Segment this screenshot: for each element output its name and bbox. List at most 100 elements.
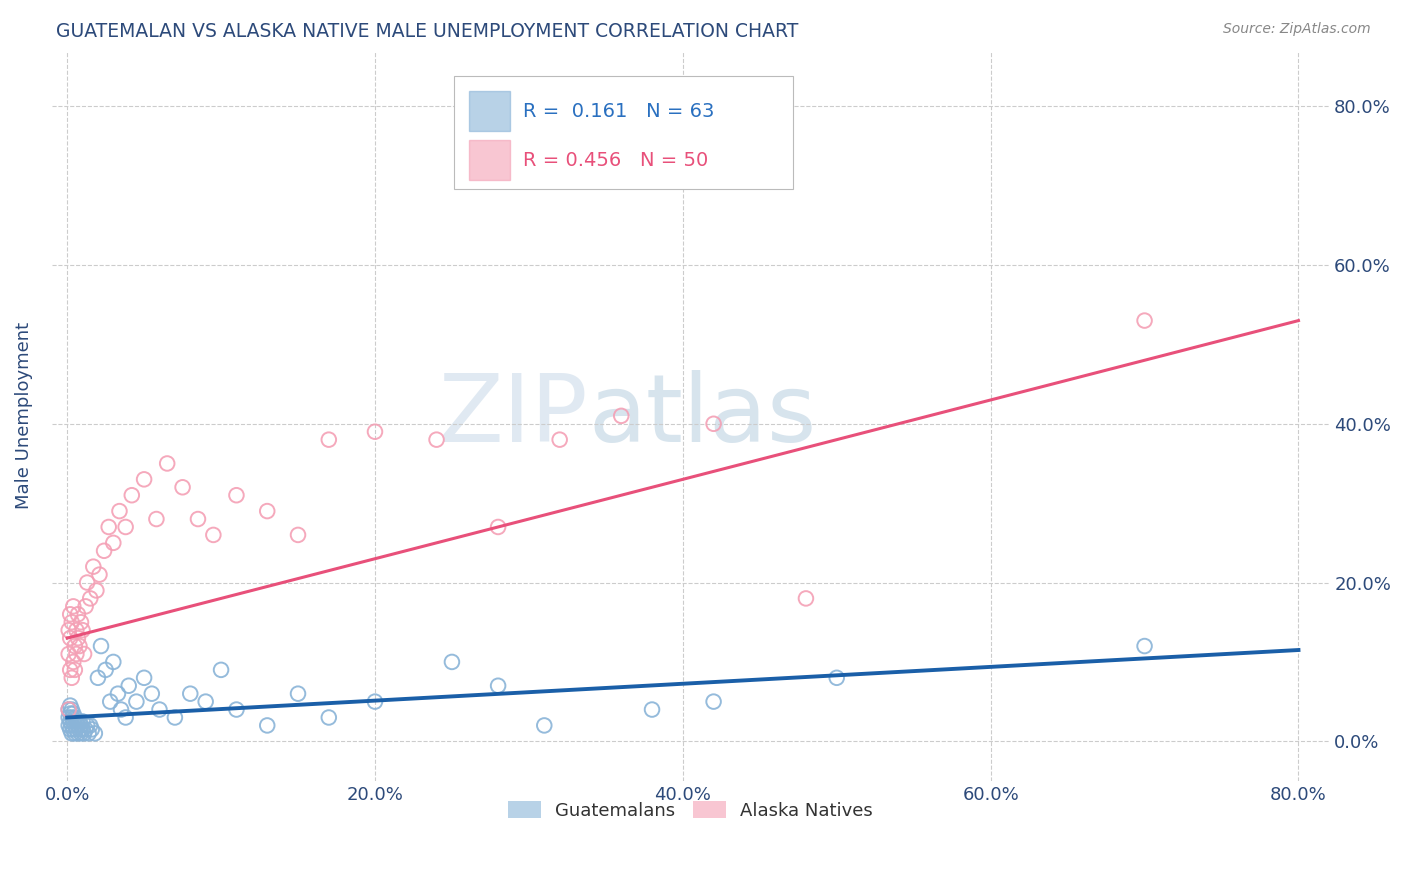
Point	[66, 718, 89, 732]
Point	[58, 710, 80, 724]
Point	[60, 726, 83, 740]
Point	[65, 714, 87, 729]
Point	[86, 583, 108, 598]
Point	[486, 679, 509, 693]
Point	[69, 714, 91, 729]
Point	[73, 726, 96, 740]
Point	[62, 706, 84, 721]
Point	[98, 695, 121, 709]
Point	[63, 639, 86, 653]
Point	[77, 726, 100, 740]
Point	[97, 520, 120, 534]
Point	[63, 726, 86, 740]
Point	[63, 663, 86, 677]
Point	[364, 695, 387, 709]
Point	[703, 695, 725, 709]
Point	[66, 631, 89, 645]
FancyBboxPatch shape	[470, 91, 510, 131]
Text: Source: ZipAtlas.com: Source: ZipAtlas.com	[1223, 22, 1371, 37]
FancyBboxPatch shape	[454, 76, 793, 189]
Point	[60, 702, 83, 716]
Point	[82, 559, 104, 574]
Text: R = 0.456   N = 50: R = 0.456 N = 50	[523, 151, 709, 169]
Point	[179, 687, 201, 701]
Point	[76, 575, 98, 590]
Point	[59, 723, 82, 737]
Point	[1133, 639, 1156, 653]
Point	[76, 718, 98, 732]
Point	[62, 655, 84, 669]
Point	[79, 718, 101, 732]
Point	[103, 536, 125, 550]
Point	[60, 615, 83, 630]
Point	[65, 623, 87, 637]
Point	[641, 702, 664, 716]
Point	[209, 663, 232, 677]
Point	[114, 710, 136, 724]
Point	[225, 702, 247, 716]
Point	[425, 433, 447, 447]
Point	[65, 723, 87, 737]
Point	[62, 714, 84, 729]
Point	[125, 695, 148, 709]
Point	[194, 695, 217, 709]
Point	[60, 710, 83, 724]
Point	[118, 679, 141, 693]
Point	[59, 663, 82, 677]
Text: GUATEMALAN VS ALASKA NATIVE MALE UNEMPLOYMENT CORRELATION CHART: GUATEMALAN VS ALASKA NATIVE MALE UNEMPLO…	[56, 22, 799, 41]
Point	[87, 671, 110, 685]
Point	[58, 647, 80, 661]
Point	[256, 718, 278, 732]
Point	[145, 512, 167, 526]
Y-axis label: Male Unemployment: Male Unemployment	[15, 322, 32, 509]
Point	[59, 631, 82, 645]
Point	[132, 472, 155, 486]
Point	[548, 433, 571, 447]
Point	[364, 425, 387, 439]
Point	[825, 671, 848, 685]
Point	[60, 671, 83, 685]
Point	[156, 457, 179, 471]
Point	[440, 655, 463, 669]
Point	[58, 702, 80, 716]
Point	[486, 520, 509, 534]
Point	[79, 591, 101, 606]
Point	[62, 723, 84, 737]
Point	[108, 504, 131, 518]
Point	[533, 718, 555, 732]
Point	[58, 702, 80, 716]
Point	[72, 623, 94, 637]
Point	[58, 623, 80, 637]
Point	[141, 687, 163, 701]
Point	[1133, 313, 1156, 327]
Point	[93, 543, 115, 558]
Point	[794, 591, 817, 606]
Point	[75, 599, 97, 614]
Point	[225, 488, 247, 502]
Point	[80, 723, 103, 737]
Point	[256, 504, 278, 518]
Point	[110, 702, 132, 716]
Point	[62, 599, 84, 614]
Legend: Guatemalans, Alaska Natives: Guatemalans, Alaska Natives	[501, 794, 880, 827]
Point	[90, 639, 112, 653]
Point	[83, 726, 105, 740]
Point	[70, 726, 93, 740]
Point	[163, 710, 186, 724]
Point	[202, 528, 225, 542]
Point	[58, 718, 80, 732]
Text: R =  0.161   N = 63: R = 0.161 N = 63	[523, 102, 714, 120]
Point	[66, 607, 89, 622]
Point	[72, 723, 94, 737]
Point	[72, 714, 94, 729]
Point	[65, 647, 87, 661]
Point	[89, 567, 111, 582]
Point	[287, 687, 309, 701]
Point	[103, 655, 125, 669]
Point	[70, 718, 93, 732]
Point	[75, 723, 97, 737]
Point	[318, 433, 340, 447]
Point	[610, 409, 633, 423]
Text: ZIP: ZIP	[439, 370, 588, 462]
Point	[148, 702, 170, 716]
